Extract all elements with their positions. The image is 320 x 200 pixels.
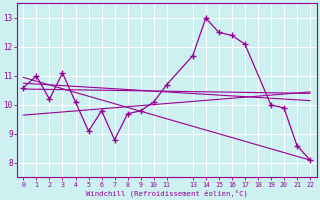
X-axis label: Windchill (Refroidissement éolien,°C): Windchill (Refroidissement éolien,°C): [86, 189, 248, 197]
